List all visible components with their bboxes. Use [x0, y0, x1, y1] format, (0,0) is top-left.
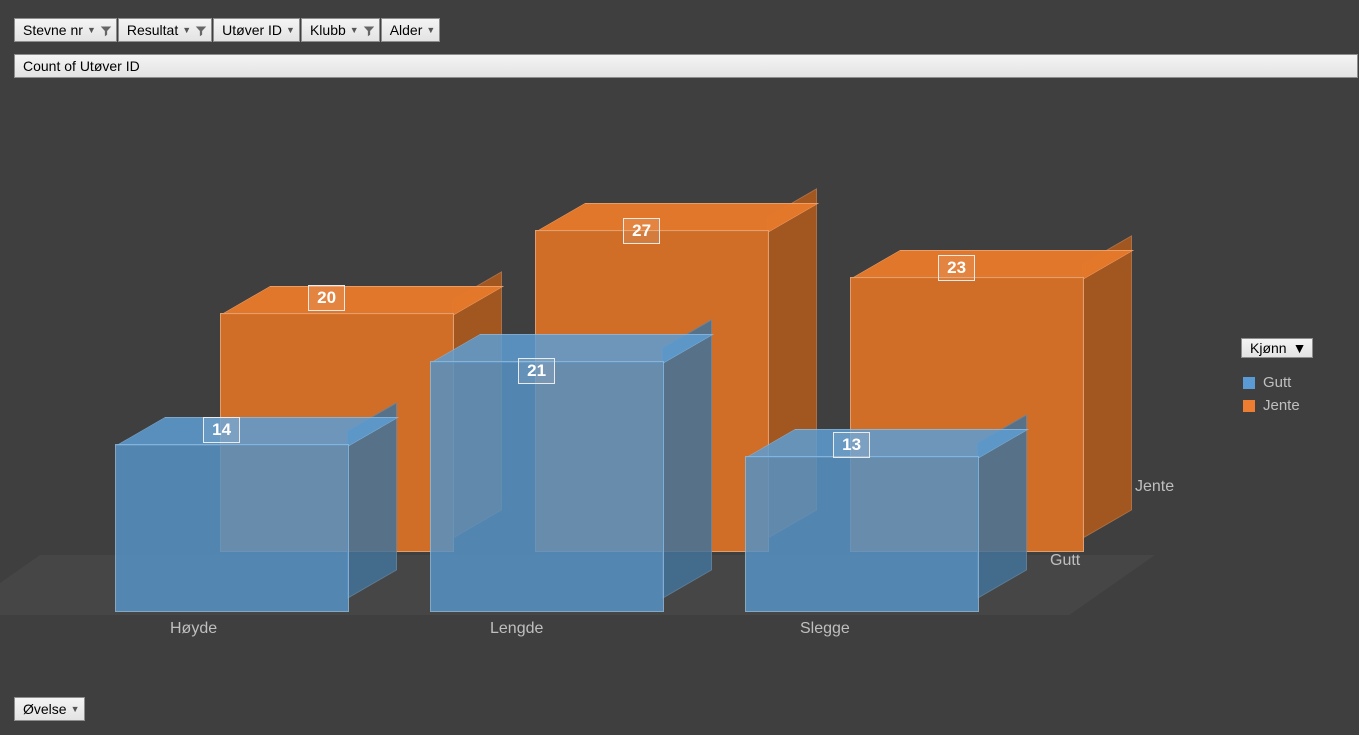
- legend-label: Gutt: [1263, 374, 1291, 391]
- category-label: Slegge: [800, 620, 850, 638]
- bar-gutt-slegge: [745, 431, 1025, 612]
- bar-front: [115, 444, 349, 612]
- category-label: Lengde: [490, 620, 543, 638]
- category-label: Høyde: [170, 620, 217, 638]
- legend-swatch: [1243, 377, 1255, 389]
- legend-axis-label: Kjønn: [1250, 340, 1287, 356]
- legend: Kjønn ▼ Gutt Jente: [1241, 338, 1341, 420]
- legend-item-jente: Jente: [1243, 397, 1341, 414]
- data-label: 20: [308, 285, 345, 311]
- bar-gutt-lengde: [430, 336, 710, 612]
- data-label: 21: [518, 358, 555, 384]
- data-label: 13: [833, 432, 870, 458]
- bar-side: [1082, 235, 1132, 539]
- legend-item-gutt: Gutt: [1243, 374, 1341, 391]
- depth-axis-label: Jente: [1135, 478, 1174, 496]
- bar-side: [662, 319, 712, 599]
- bar-front: [430, 361, 664, 612]
- depth-axis-label: Gutt: [1050, 552, 1080, 570]
- bar-gutt-høyde: [115, 419, 395, 612]
- data-label: 23: [938, 255, 975, 281]
- legend-label: Jente: [1263, 397, 1300, 414]
- category-axis-label: Øvelse: [23, 701, 67, 717]
- category-axis-button-wrap: Øvelse ▼: [14, 697, 86, 721]
- data-label: 27: [623, 218, 660, 244]
- category-axis-button[interactable]: Øvelse ▼: [14, 697, 85, 721]
- legend-swatch: [1243, 400, 1255, 412]
- chevron-down-icon: ▼: [1293, 340, 1307, 356]
- legend-axis-button[interactable]: Kjønn ▼: [1241, 338, 1313, 358]
- chevron-down-icon: ▼: [71, 704, 80, 714]
- chart-area: 20 27 23 14 21 13 Høyde Lengde Slegge Jente Gutt: [0, 0, 1359, 735]
- data-label: 14: [203, 417, 240, 443]
- bar-front: [745, 456, 979, 612]
